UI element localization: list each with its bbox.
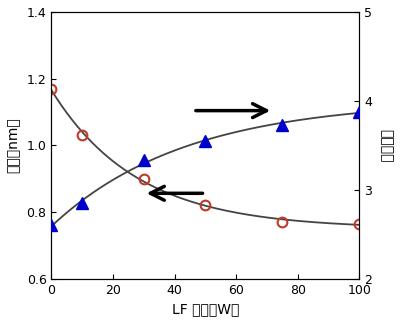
Y-axis label: 直径（nm）: 直径（nm） (7, 118, 21, 173)
Y-axis label: 比誘電率: 比誘電率 (379, 129, 393, 162)
X-axis label: LF 電力（W）: LF 電力（W） (172, 302, 239, 316)
